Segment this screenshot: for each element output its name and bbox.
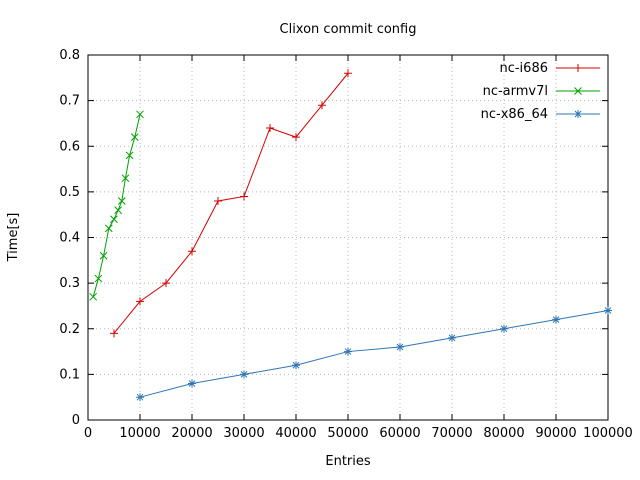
x-tick-label: 60000 (379, 426, 420, 441)
y-tick-label: 0.6 (59, 139, 80, 154)
y-axis-label: Time[s] (6, 213, 21, 263)
series-markers-nc-i686 (110, 69, 352, 338)
series-line-nc-armv7l (92, 114, 141, 297)
x-tick-label: 70000 (431, 426, 472, 441)
x-tick-label: 30000 (223, 426, 264, 441)
y-tick-label: 0.5 (59, 185, 80, 200)
x-tick-label: 90000 (535, 426, 576, 441)
series-markers-nc-x86_64 (136, 306, 612, 402)
series-line-nc-i686 (113, 72, 349, 334)
legend-sample-marker-nc-armv7l (574, 87, 582, 95)
y-tick-label: 0.7 (59, 94, 80, 109)
legend-label-nc-i686: nc-i686 (499, 61, 548, 76)
legend-label-nc-armv7l: nc-armv7l (483, 84, 548, 99)
x-tick-label: 10000 (119, 426, 160, 441)
x-tick-label: 20000 (171, 426, 212, 441)
y-tick-label: 0.2 (59, 322, 80, 337)
legend-label-nc-x86_64: nc-x86_64 (481, 107, 548, 122)
legend-sample-marker-nc-i686 (574, 64, 582, 72)
x-tick-label: 40000 (275, 426, 316, 441)
series-line-nc-x86_64 (139, 310, 609, 398)
y-tick-label: 0.4 (59, 231, 80, 246)
y-tick-label: 0.3 (59, 276, 80, 291)
x-axis-label: Entries (325, 454, 371, 469)
series-markers-nc-armv7l (89, 110, 144, 301)
x-tick-label: 80000 (483, 426, 524, 441)
y-tick-label: 0.1 (59, 367, 80, 382)
x-tick-label: 50000 (327, 426, 368, 441)
y-tick-label: 0.8 (59, 48, 80, 63)
x-tick-label: 0 (84, 426, 92, 441)
x-tick-label: 100000 (583, 426, 633, 441)
chart-title: Clixon commit config (280, 22, 417, 37)
legend-sample-marker-nc-x86_64 (574, 110, 582, 118)
y-tick-label: 0 (72, 413, 80, 428)
